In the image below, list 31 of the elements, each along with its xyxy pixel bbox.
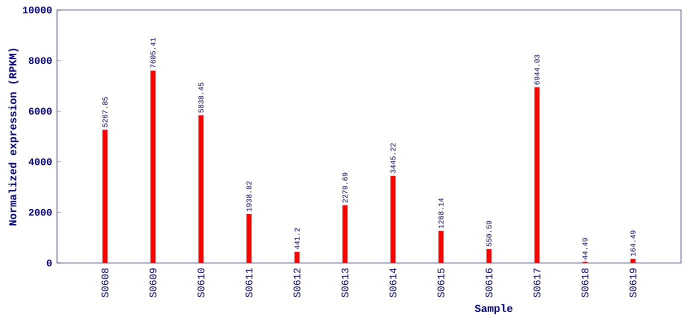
x-tick-label: S0616 [486,268,492,298]
bar [102,130,108,263]
x-tick-label: S0611 [246,268,252,298]
x-tick-label: S0618 [582,268,588,298]
bar [486,249,492,263]
x-tick-label: S0617 [534,268,540,298]
y-tick-label: 8000 [28,57,52,64]
x-tick-label: S0613 [342,268,348,298]
x-tick-label: S0609 [150,268,156,298]
x-tick-label: S0612 [294,268,300,298]
bar [294,252,300,263]
x-axis-title: Sample [474,304,512,314]
y-tick-label: 0 [46,260,52,266]
bar [150,70,156,263]
x-tick-label: S0619 [630,268,636,298]
bar [246,214,252,263]
bar [198,115,204,263]
bar [438,230,444,263]
y-axis-title: Normalized expression (RPKM) [8,48,18,226]
y-tick-label: 6000 [28,108,52,115]
bar [342,205,348,263]
bar [390,176,396,263]
y-tick-label: 2000 [28,208,52,216]
x-tick-label: S0614 [390,268,396,298]
y-tick-label: 10000 [22,6,52,14]
bar [630,258,636,263]
x-tick-label: S0608 [102,268,108,298]
y-tick-label: 4000 [28,158,52,166]
x-tick-label: S0610 [198,268,204,298]
x-tick-label: S0615 [438,268,444,298]
bar [534,87,540,263]
